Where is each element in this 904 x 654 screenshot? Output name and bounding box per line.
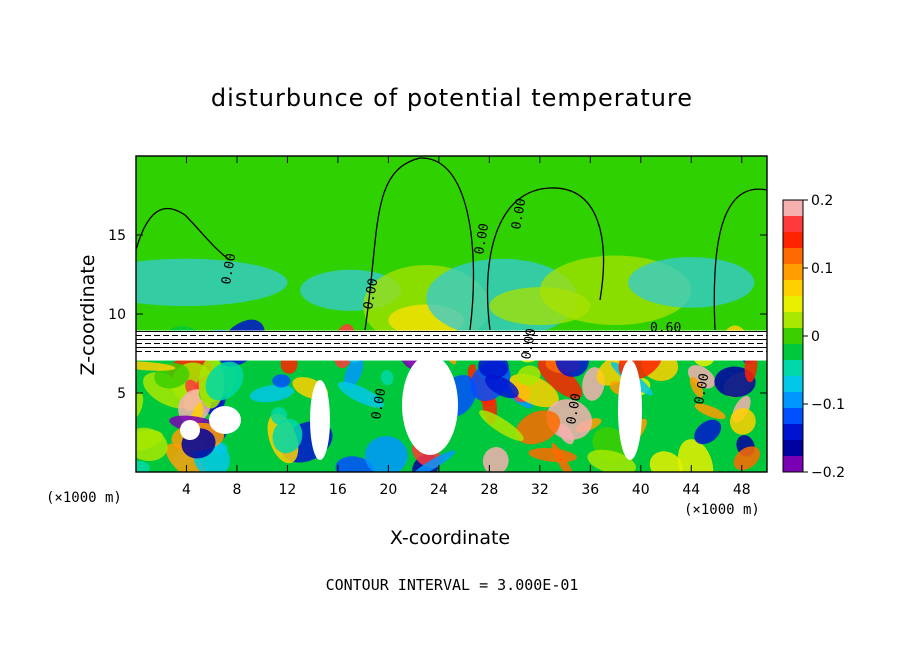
lower-patch-95 <box>339 406 381 449</box>
x-axis-label: X-coordinate <box>389 527 511 549</box>
upper-contour-1 <box>364 157 475 331</box>
contour-label-4: 0.00 <box>692 372 712 405</box>
contour-label-0: 0.00 <box>219 252 239 285</box>
x-tick-label-0: 4 <box>182 482 191 498</box>
lower-patch-93 <box>694 403 726 420</box>
lower-patch-74 <box>136 461 150 472</box>
colorbar-swatch-2 <box>783 232 803 249</box>
colorbar-swatch-13 <box>783 408 803 425</box>
upper-anomaly-6 <box>628 257 755 308</box>
lower-patch-71 <box>694 419 722 445</box>
upper-anomaly-7 <box>489 287 591 326</box>
lower-patch-46 <box>729 408 756 435</box>
lower-patch-78 <box>270 407 288 425</box>
colorbar-swatch-9 <box>783 344 803 361</box>
x-tick-label-8: 36 <box>581 482 599 498</box>
lower-patch-110 <box>551 442 575 472</box>
colorbar-swatch-11 <box>783 376 803 393</box>
lower-patch-105 <box>338 381 384 408</box>
contour-label-6: 0.00 <box>519 327 539 360</box>
white-cell-4 <box>180 420 200 440</box>
x-tick-label-3: 16 <box>329 482 347 498</box>
upper-contour-2 <box>486 187 605 331</box>
upper-anomaly-0 <box>136 258 288 307</box>
lower-patch-107 <box>479 410 524 441</box>
x-tick-label-4: 20 <box>379 482 397 498</box>
colorbar-swatch-12 <box>783 392 803 409</box>
lower-patch-82 <box>733 446 761 471</box>
lower-patch-42 <box>677 439 714 472</box>
lower-patch-21 <box>272 374 291 388</box>
lower-patch-112 <box>205 361 244 401</box>
upper-contour-3 <box>713 188 767 331</box>
colorbar-tick-label-3: −0.1 <box>811 397 845 413</box>
white-cell-3 <box>209 406 241 434</box>
x-tick-label-6: 28 <box>480 482 498 498</box>
contour-label-1: 0.00 <box>361 277 381 310</box>
contour-label-7: 0.00 <box>509 197 529 230</box>
colorbar-tick-label-4: −0.2 <box>811 465 845 481</box>
colorbar-swatch-16 <box>783 456 803 473</box>
contour-label-8: 0.60 <box>650 321 681 336</box>
colorbar-swatch-7 <box>783 312 803 329</box>
lower-patch-94 <box>515 410 561 445</box>
white-cell-2 <box>618 360 642 460</box>
colorbar-swatch-0 <box>783 200 803 217</box>
lower-patch-111 <box>485 374 519 399</box>
colorbar-tick-label-0: 0.2 <box>811 193 833 209</box>
plot-field: 0.00 0.00 0.00 0.00 0.00 0.00 0.00 0.00 0.60 <box>136 156 767 472</box>
contour-label-5: 0.00 <box>369 387 389 420</box>
lower-patch-92 <box>649 451 683 472</box>
lower-patch-72 <box>231 427 255 464</box>
colorbar-swatch-14 <box>783 424 803 441</box>
lower-patch-50 <box>689 376 704 398</box>
lower-patch-14 <box>249 384 294 403</box>
colorbar-swatch-10 <box>783 360 803 377</box>
lower-patch-49 <box>587 449 637 472</box>
colorbar-swatch-8 <box>783 328 803 345</box>
colorbar-tick-label-2: 0 <box>811 329 820 345</box>
x-tick-label-10: 44 <box>682 482 700 498</box>
colorbar-tick-label-1: 0.1 <box>811 261 833 277</box>
y-tick-label-2: 15 <box>108 228 126 244</box>
contour-label-2: 0.00 <box>472 222 492 255</box>
white-cell-1 <box>310 380 330 460</box>
lower-patch-77 <box>136 361 176 371</box>
colorbar-swatch-3 <box>783 248 803 265</box>
lower-patch-69 <box>136 427 168 461</box>
lower-patch-96 <box>364 436 408 472</box>
colorbar-swatch-5 <box>783 280 803 297</box>
lower-patch-51 <box>335 456 375 472</box>
lower-patch-41 <box>344 356 364 389</box>
y-tick-label-1: 10 <box>108 307 126 323</box>
lower-patch-104 <box>381 370 394 386</box>
colorbar-swatch-1 <box>783 216 803 233</box>
upper-contour-0 <box>136 207 231 261</box>
contour-interval-note: CONTOUR INTERVAL = 3.000E-01 <box>325 576 579 594</box>
x-unit-label-right: (×1000 m) <box>684 502 760 518</box>
x-tick-label-5: 24 <box>430 482 448 498</box>
x-tick-label-11: 48 <box>733 482 751 498</box>
chart-title: disturbunce of potential temperature <box>210 84 694 112</box>
x-tick-label-9: 40 <box>632 482 650 498</box>
x-tick-label-1: 8 <box>232 482 241 498</box>
x-tick-label-7: 32 <box>531 482 549 498</box>
colorbar-swatch-4 <box>783 264 803 281</box>
lower-patch-75 <box>272 418 303 454</box>
colorbar-swatch-6 <box>783 296 803 313</box>
colorbar-swatch-15 <box>783 440 803 457</box>
white-cell-0 <box>402 355 458 455</box>
contour-label-3: 0.00 <box>564 392 584 425</box>
x-unit-label-left: (×1000 m) <box>46 490 122 506</box>
y-tick-label-0: 5 <box>117 386 126 402</box>
lower-patch-116 <box>517 365 541 386</box>
x-tick-label-2: 12 <box>279 482 297 498</box>
